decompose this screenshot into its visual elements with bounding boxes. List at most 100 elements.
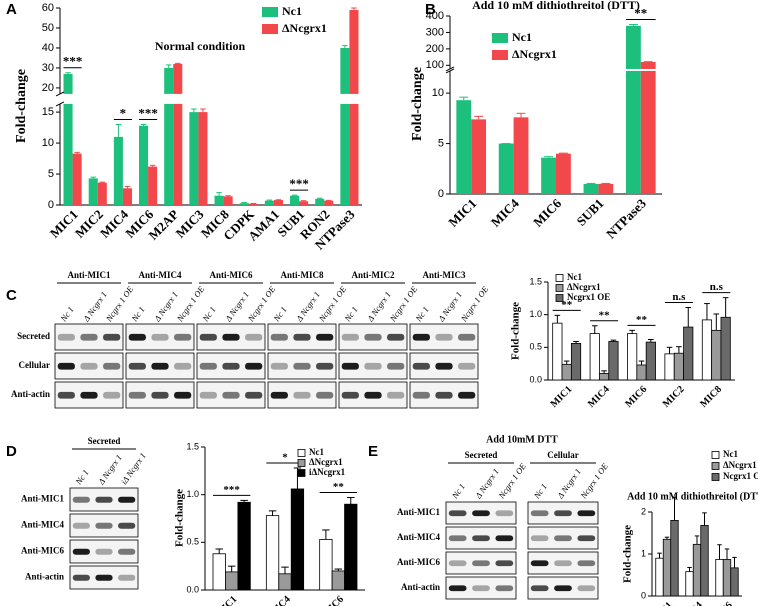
bar (599, 373, 610, 381)
blot-band (577, 585, 596, 592)
blot-band (448, 535, 467, 542)
blot-row-label: Anti-MIC1 (397, 507, 440, 517)
bar (625, 25, 641, 195)
break-mark (445, 66, 455, 72)
significance: ** (561, 299, 573, 311)
blot-band (364, 333, 382, 341)
break-mark (445, 68, 455, 74)
blot-lane-label: Δ Ncgrx 1 (554, 467, 582, 501)
blot-band (95, 522, 113, 529)
bar (122, 188, 132, 205)
legend-label: ΔNcgrx1 (512, 47, 557, 61)
blot-band (118, 548, 136, 555)
x-tick-label: MIC1 (47, 207, 81, 241)
y-tick-label: 0 (48, 199, 54, 211)
blot-band (530, 585, 549, 592)
blot-band (412, 362, 430, 370)
y-tick-label: 400 (426, 10, 444, 22)
legend-swatch (492, 33, 508, 43)
legend-swatch (711, 451, 720, 459)
legend-label: Nc1 (282, 4, 302, 18)
blot-band (341, 391, 359, 399)
y-axis-label: Fold-change (410, 67, 425, 141)
bar (471, 119, 487, 194)
y-tick-label: 2 (641, 506, 646, 516)
blot-row-label: Anti-actin (25, 572, 64, 582)
bar (148, 166, 158, 205)
blot-band (245, 362, 263, 370)
bar (655, 557, 664, 597)
blot-band (472, 510, 490, 517)
blot-band (95, 574, 113, 581)
bar (97, 182, 107, 205)
significance: * (282, 452, 288, 464)
bar (173, 63, 183, 206)
bar (456, 100, 472, 194)
blot-band (387, 333, 405, 341)
blot-band (341, 333, 359, 341)
blot-row-label: Secreted (17, 331, 50, 341)
blot-band (293, 362, 311, 370)
legend-label: iΔNcgrx1 (309, 467, 346, 477)
blot-group-title: Secreted (465, 450, 498, 460)
blot-band (270, 391, 288, 399)
legend-swatch (262, 24, 278, 34)
bar (711, 329, 722, 381)
blot-lane-label: Nc 1 (129, 305, 147, 325)
blot-row-label: Cellular (19, 360, 51, 370)
y-tick-label: 0 (438, 188, 444, 200)
bar (498, 143, 514, 194)
bar (645, 341, 656, 381)
blot-band (458, 362, 476, 370)
blot-band (448, 510, 467, 517)
bar (349, 9, 359, 205)
blot-band (554, 510, 572, 517)
bar (683, 326, 694, 381)
bar (583, 183, 599, 194)
bar (331, 570, 345, 591)
bar (664, 353, 675, 381)
bar (640, 62, 656, 195)
legend-label: Nc1 (309, 447, 324, 457)
blot-row-label: Anti-MIC6 (21, 546, 64, 556)
y-tick-label: 1.5 (186, 441, 199, 451)
bar (627, 333, 638, 381)
blot-band (495, 510, 514, 517)
bar (730, 567, 739, 597)
blot-lane-label: Nc 1 (200, 305, 218, 325)
panel-label: E (368, 443, 378, 460)
bar (715, 559, 724, 597)
blot-band (387, 362, 405, 370)
blot-band (80, 362, 98, 370)
blot-band (72, 522, 90, 529)
legend-swatch (555, 294, 564, 302)
x-tick-label: MIC6 (320, 594, 346, 606)
bar (662, 538, 672, 597)
blot-band (57, 391, 75, 399)
bar (552, 322, 563, 381)
bar (212, 553, 226, 591)
blot-band (448, 560, 467, 567)
blot-band (128, 391, 146, 399)
blot-row-label: Anti-actin (401, 582, 440, 592)
blot-band (128, 333, 146, 341)
significance: *** (63, 54, 83, 69)
bar (344, 503, 358, 591)
chart-title: Add 10 mM dithiothreitol (DTT) (472, 0, 640, 12)
blot-frame (69, 539, 139, 564)
legend-swatch (711, 473, 720, 481)
bar (700, 525, 709, 597)
blot-band (472, 535, 490, 542)
legend-label: ΔNcgrx1 (567, 282, 601, 292)
bar (340, 47, 350, 205)
blot-band (80, 391, 98, 399)
blot-band (448, 585, 467, 592)
blot-band (472, 560, 490, 567)
bar (72, 153, 82, 205)
bar (589, 333, 600, 381)
legend-label: Ncgrx1 OE (723, 471, 758, 481)
legend-swatch (555, 274, 564, 282)
blot-band (364, 391, 382, 399)
y-tick-label: 0 (641, 590, 646, 600)
significance: *** (289, 176, 309, 191)
